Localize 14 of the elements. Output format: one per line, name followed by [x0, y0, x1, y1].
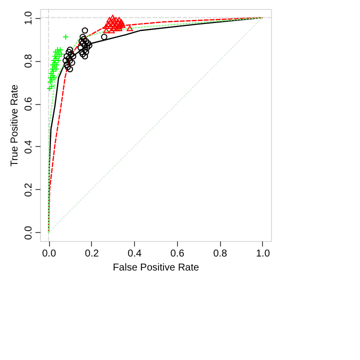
x-tick-label: 0.2 — [84, 248, 100, 260]
y-tick-label: 0.6 — [24, 96, 34, 111]
y-tick-label: 1.0 — [24, 10, 34, 26]
x-tick-label: 1.0 — [256, 248, 270, 260]
y-tick-label: 0.0 — [24, 226, 34, 240]
x-tick-label: 0.6 — [170, 248, 185, 260]
y-tick-label: 0.4 — [24, 140, 34, 154]
x-tick-label: 0.4 — [128, 248, 142, 260]
x-tick-label: 0.0 — [42, 248, 56, 260]
y-axis-title: True Positive Rate — [10, 84, 20, 166]
y-tick-label: 0.2 — [24, 182, 34, 197]
y-tick-label: 0.8 — [24, 54, 34, 68]
x-axis-title: False Positive Rate — [112, 262, 200, 274]
x-tick-label: 0.8 — [213, 248, 228, 260]
